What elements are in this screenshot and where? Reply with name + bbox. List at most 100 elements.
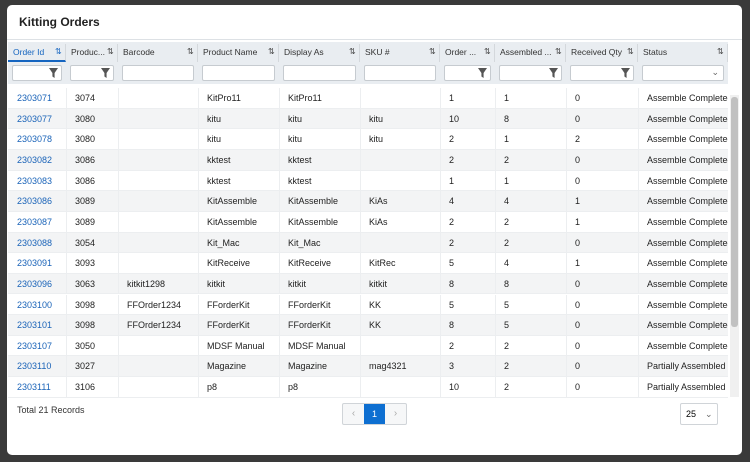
column-header[interactable]: Display As <box>279 44 360 62</box>
sort-icon[interactable]: ⇅ <box>484 47 491 56</box>
order-link[interactable]: 2303086 <box>17 196 53 207</box>
column-divider <box>638 273 639 295</box>
order-link[interactable]: 2303087 <box>17 216 53 227</box>
column-filter[interactable] <box>570 65 634 81</box>
column-divider <box>495 170 496 192</box>
column-divider <box>440 294 441 316</box>
column-header[interactable]: Order ... <box>440 44 495 62</box>
column-divider <box>66 170 67 192</box>
column-divider <box>66 253 67 274</box>
table-row <box>8 170 728 192</box>
scrollbar-thumb[interactable] <box>731 97 738 327</box>
column-divider <box>118 273 119 295</box>
sort-icon[interactable]: ⇅ <box>555 47 562 56</box>
column-header[interactable]: Product Name <box>198 44 279 62</box>
column-divider <box>198 294 199 316</box>
order-link[interactable]: 2303101 <box>17 320 53 331</box>
sort-icon[interactable]: ⇅ <box>187 47 194 56</box>
column-divider <box>118 170 119 192</box>
order-link[interactable]: 2303110 <box>17 361 52 372</box>
filter-icon[interactable] <box>549 68 558 78</box>
sort-icon[interactable]: ⇅ <box>717 47 724 56</box>
column-filter[interactable] <box>202 65 275 81</box>
table-cell: 0 <box>575 382 581 393</box>
column-header[interactable]: Barcode <box>118 44 198 62</box>
column-divider <box>360 273 361 295</box>
table-cell: MDSF Manual <box>207 340 265 351</box>
order-link[interactable]: 2303111 <box>17 382 51 393</box>
sort-icon[interactable]: ⇅ <box>55 47 62 56</box>
table-cell: 3 <box>449 361 455 372</box>
table-cell: KK <box>369 320 382 331</box>
column-divider <box>66 191 67 212</box>
column-filter[interactable] <box>444 65 491 81</box>
column-divider <box>198 108 199 130</box>
column-divider <box>440 315 441 336</box>
column-divider <box>360 253 361 274</box>
column-divider <box>440 149 441 171</box>
order-link[interactable]: 2303083 <box>17 175 53 186</box>
column-divider <box>66 211 67 233</box>
column-filter[interactable] <box>122 65 194 81</box>
table-row <box>8 149 728 171</box>
column-filter[interactable] <box>70 65 114 81</box>
order-link[interactable]: 2303077 <box>17 113 53 124</box>
column-filter[interactable] <box>12 65 62 81</box>
table-row <box>8 129 728 150</box>
table-cell: 2 <box>504 154 510 165</box>
column-header[interactable]: Order Id <box>8 44 66 62</box>
column-header[interactable]: Assembled ... <box>495 44 566 62</box>
sort-icon[interactable]: ⇅ <box>429 47 436 56</box>
column-divider <box>279 129 280 150</box>
column-filter[interactable] <box>283 65 356 81</box>
table-row <box>8 356 728 378</box>
order-link[interactable]: 2303100 <box>17 299 53 310</box>
filter-icon[interactable] <box>49 68 58 78</box>
column-filter[interactable] <box>364 65 436 81</box>
order-link[interactable]: 2303088 <box>17 237 53 248</box>
column-header[interactable]: SKU # <box>360 44 440 62</box>
table-cell: 3080 <box>75 113 96 124</box>
page-button[interactable]: 1 <box>364 404 385 424</box>
order-link[interactable]: 2303107 <box>17 340 53 351</box>
column-divider <box>495 129 496 150</box>
table-cell: 3098 <box>75 320 96 331</box>
column-header[interactable]: Produc... <box>66 44 118 62</box>
column-divider <box>279 253 280 274</box>
order-link[interactable]: 2303091 <box>17 258 53 269</box>
chevron: ⌄ <box>711 67 719 77</box>
filter-icon[interactable] <box>478 68 487 78</box>
sort-icon[interactable]: ⇅ <box>268 47 275 56</box>
column-divider <box>66 294 67 316</box>
table-cell: 0 <box>575 237 581 248</box>
table-cell <box>124 191 198 212</box>
table-cell: 0 <box>575 361 581 372</box>
order-link[interactable]: 2303082 <box>17 154 53 165</box>
sort-icon[interactable]: ⇅ <box>349 47 356 56</box>
chevron: ⌄ <box>705 409 713 419</box>
column-divider <box>495 356 496 378</box>
prev-page[interactable]: ‹ <box>351 408 356 419</box>
column-divider <box>638 315 639 336</box>
table-cell: 5 <box>449 299 455 310</box>
sort-icon[interactable]: ⇅ <box>107 47 114 56</box>
column-header[interactable]: Received Qty <box>566 44 638 62</box>
order-link[interactable]: 2303071 <box>17 93 53 103</box>
order-link[interactable]: 2303096 <box>17 278 53 289</box>
order-link[interactable]: 2303078 <box>17 134 53 145</box>
status-filter[interactable]: ⌄ <box>642 65 724 81</box>
scrollbar-track <box>730 95 739 397</box>
sort-icon[interactable]: ⇅ <box>627 47 634 56</box>
column-divider <box>118 108 119 130</box>
page-size-select[interactable]: 25 ⌄ <box>680 403 718 425</box>
column-filter[interactable] <box>499 65 562 81</box>
column-divider <box>440 191 441 212</box>
next-page[interactable]: › <box>393 408 398 419</box>
column-header[interactable]: Status <box>638 44 728 62</box>
filter-icon[interactable] <box>101 68 110 78</box>
column-divider <box>566 253 567 274</box>
filter-icon[interactable] <box>621 68 630 78</box>
column-divider <box>360 170 361 192</box>
table-cell: KitAssemble <box>288 216 339 227</box>
table-cell: 10 <box>449 113 460 124</box>
